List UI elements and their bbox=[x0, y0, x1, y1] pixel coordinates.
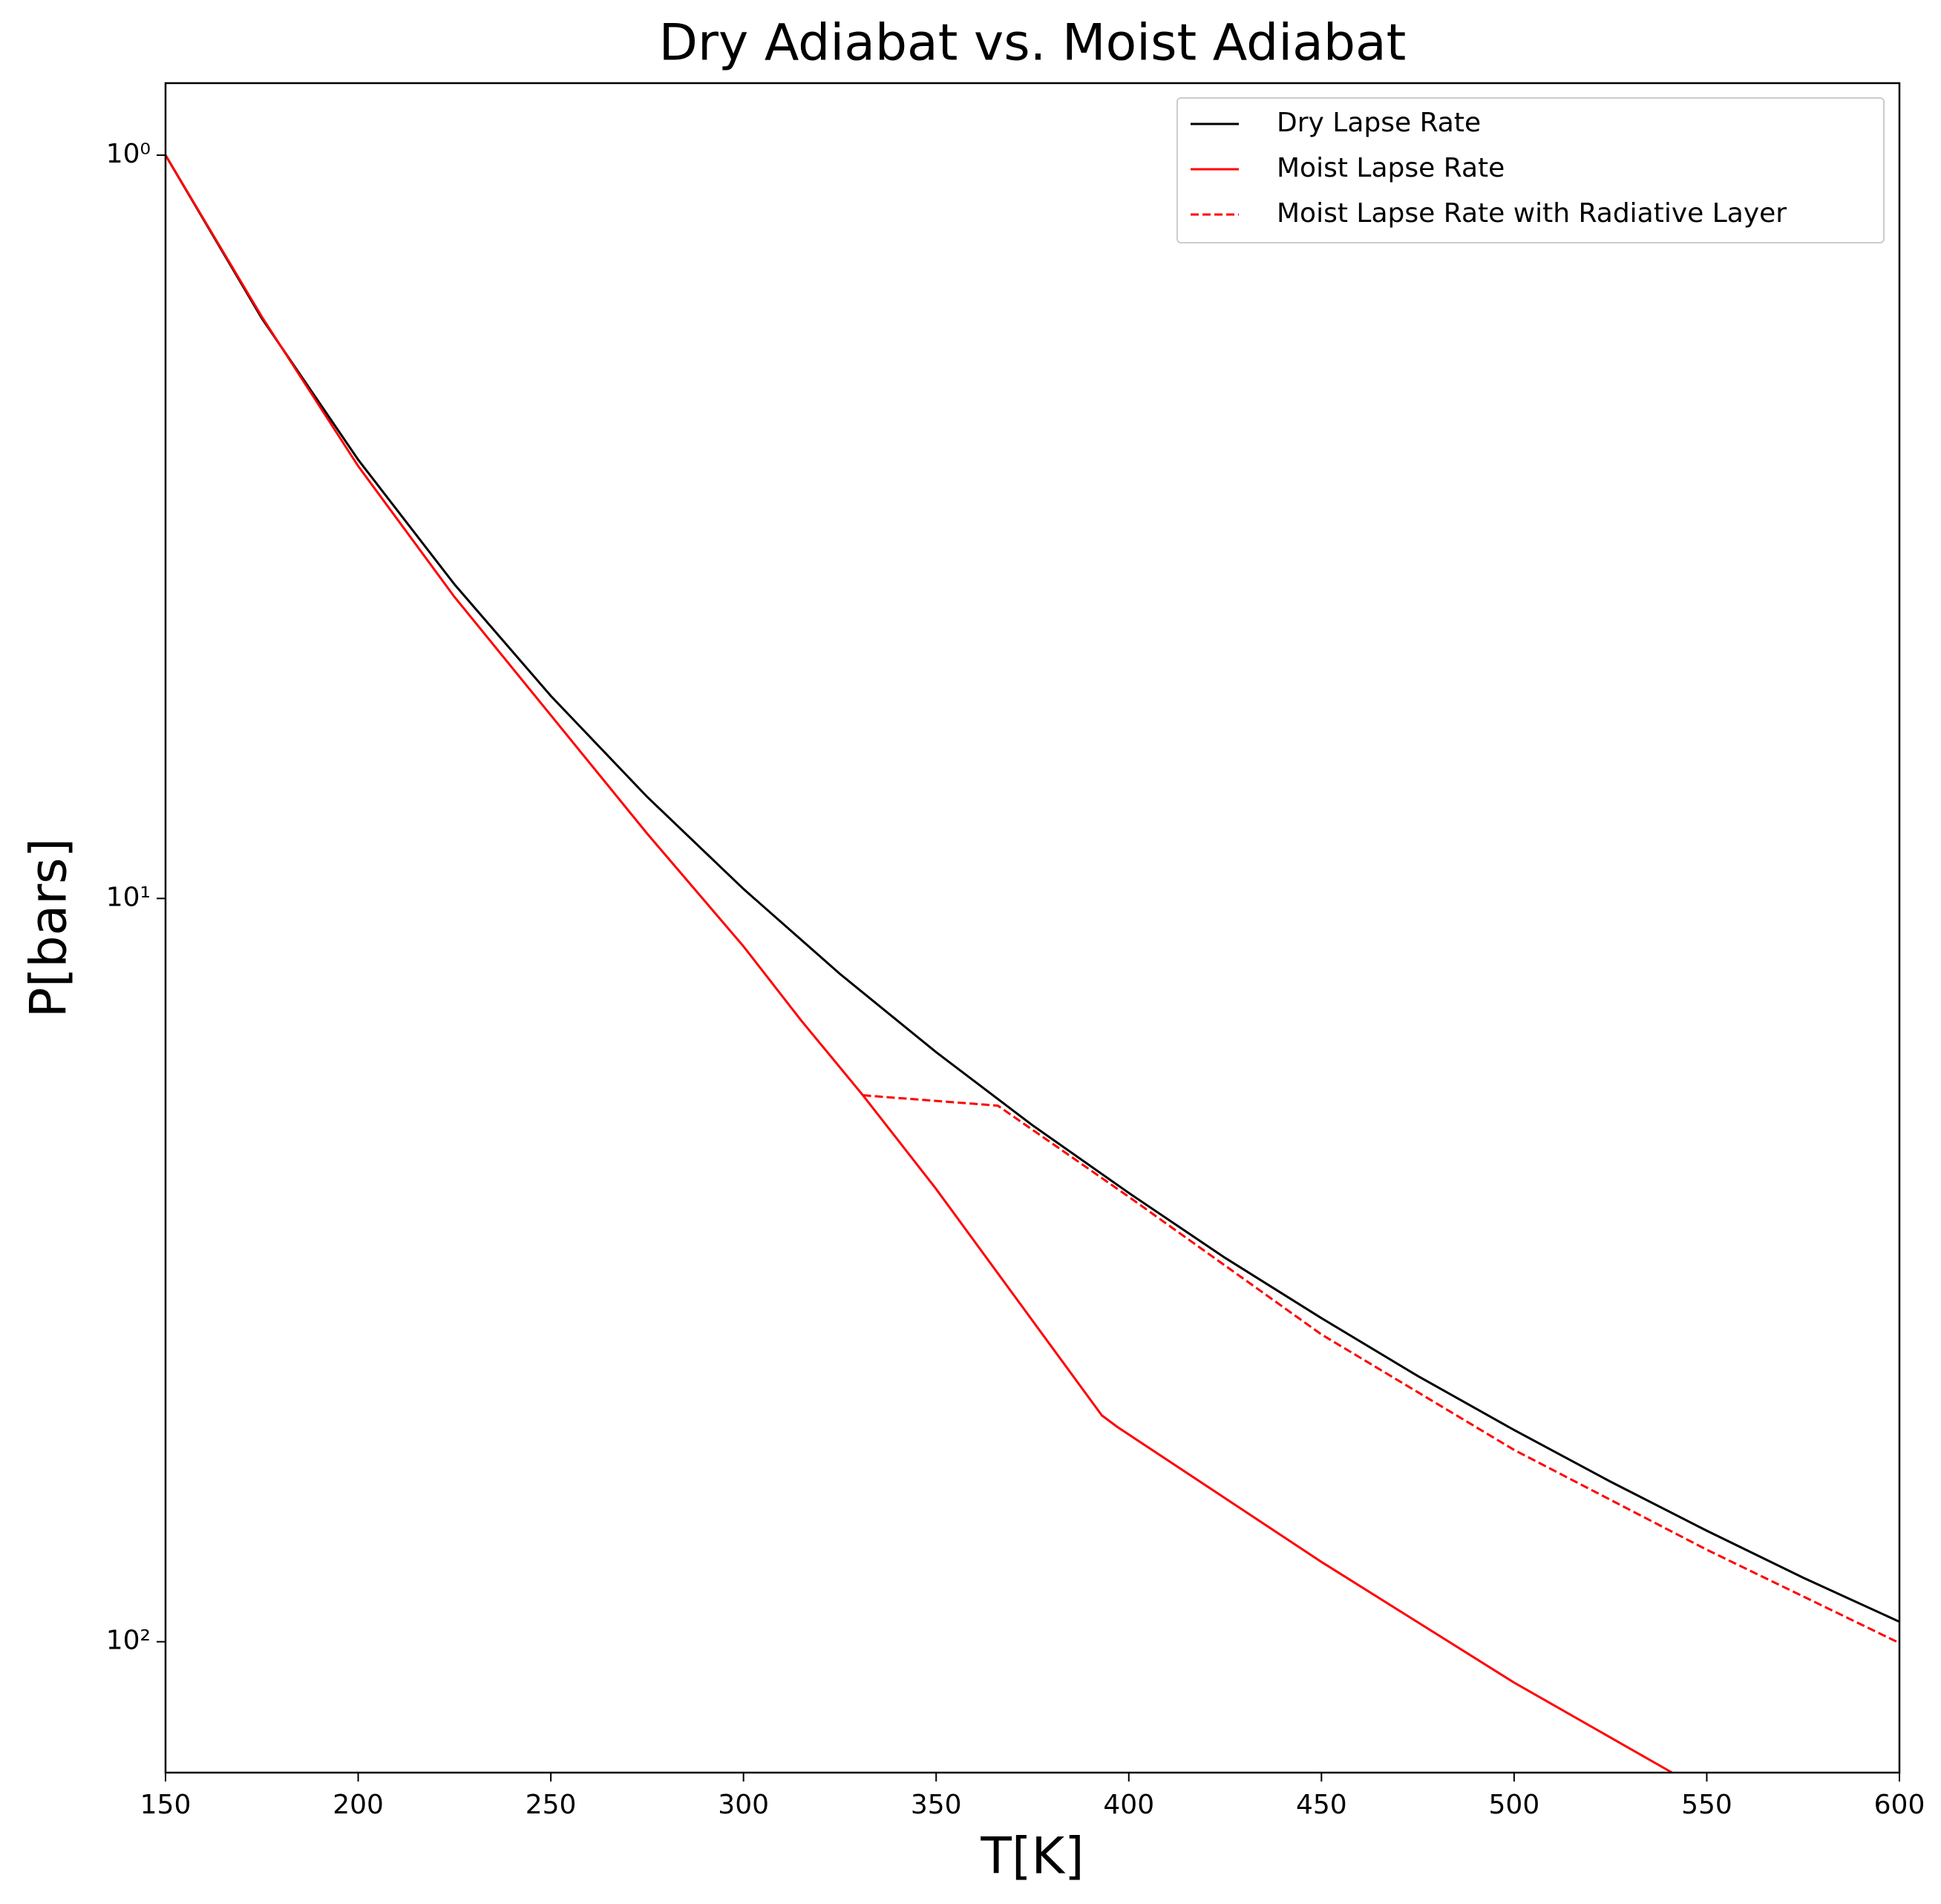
y-tick-label: 10⁰ bbox=[106, 139, 151, 169]
chart-title: Dry Adiabat vs. Moist Adiabat bbox=[659, 14, 1407, 73]
legend-label: Dry Lapse Rate bbox=[1277, 108, 1481, 138]
x-tick-label: 500 bbox=[1489, 1790, 1540, 1820]
x-tick-label: 200 bbox=[333, 1790, 384, 1820]
x-tick-label: 550 bbox=[1681, 1790, 1732, 1820]
y-axis-label: P[bars] bbox=[20, 838, 79, 1018]
series-line bbox=[166, 154, 1899, 1623]
x-tick-label: 450 bbox=[1296, 1790, 1347, 1820]
x-tick-label: 350 bbox=[911, 1790, 962, 1820]
x-tick-label: 250 bbox=[526, 1790, 577, 1820]
x-tick-label: 600 bbox=[1874, 1790, 1925, 1820]
x-tick-label: 400 bbox=[1103, 1790, 1154, 1820]
series-line bbox=[166, 154, 1673, 1773]
plot-frame bbox=[164, 82, 1901, 1774]
x-tick-label: 150 bbox=[140, 1790, 192, 1820]
x-axis-label: T[K] bbox=[980, 1828, 1084, 1886]
legend-label: Moist Lapse Rate with Radiative Layer bbox=[1277, 198, 1787, 229]
legend-label: Moist Lapse Rate bbox=[1277, 153, 1505, 183]
y-tick-label: 10¹ bbox=[106, 882, 151, 912]
series-line bbox=[863, 1094, 1899, 1644]
x-tick-label: 300 bbox=[718, 1790, 769, 1820]
legend-box bbox=[1176, 97, 1885, 243]
y-tick-label: 10² bbox=[106, 1626, 151, 1656]
